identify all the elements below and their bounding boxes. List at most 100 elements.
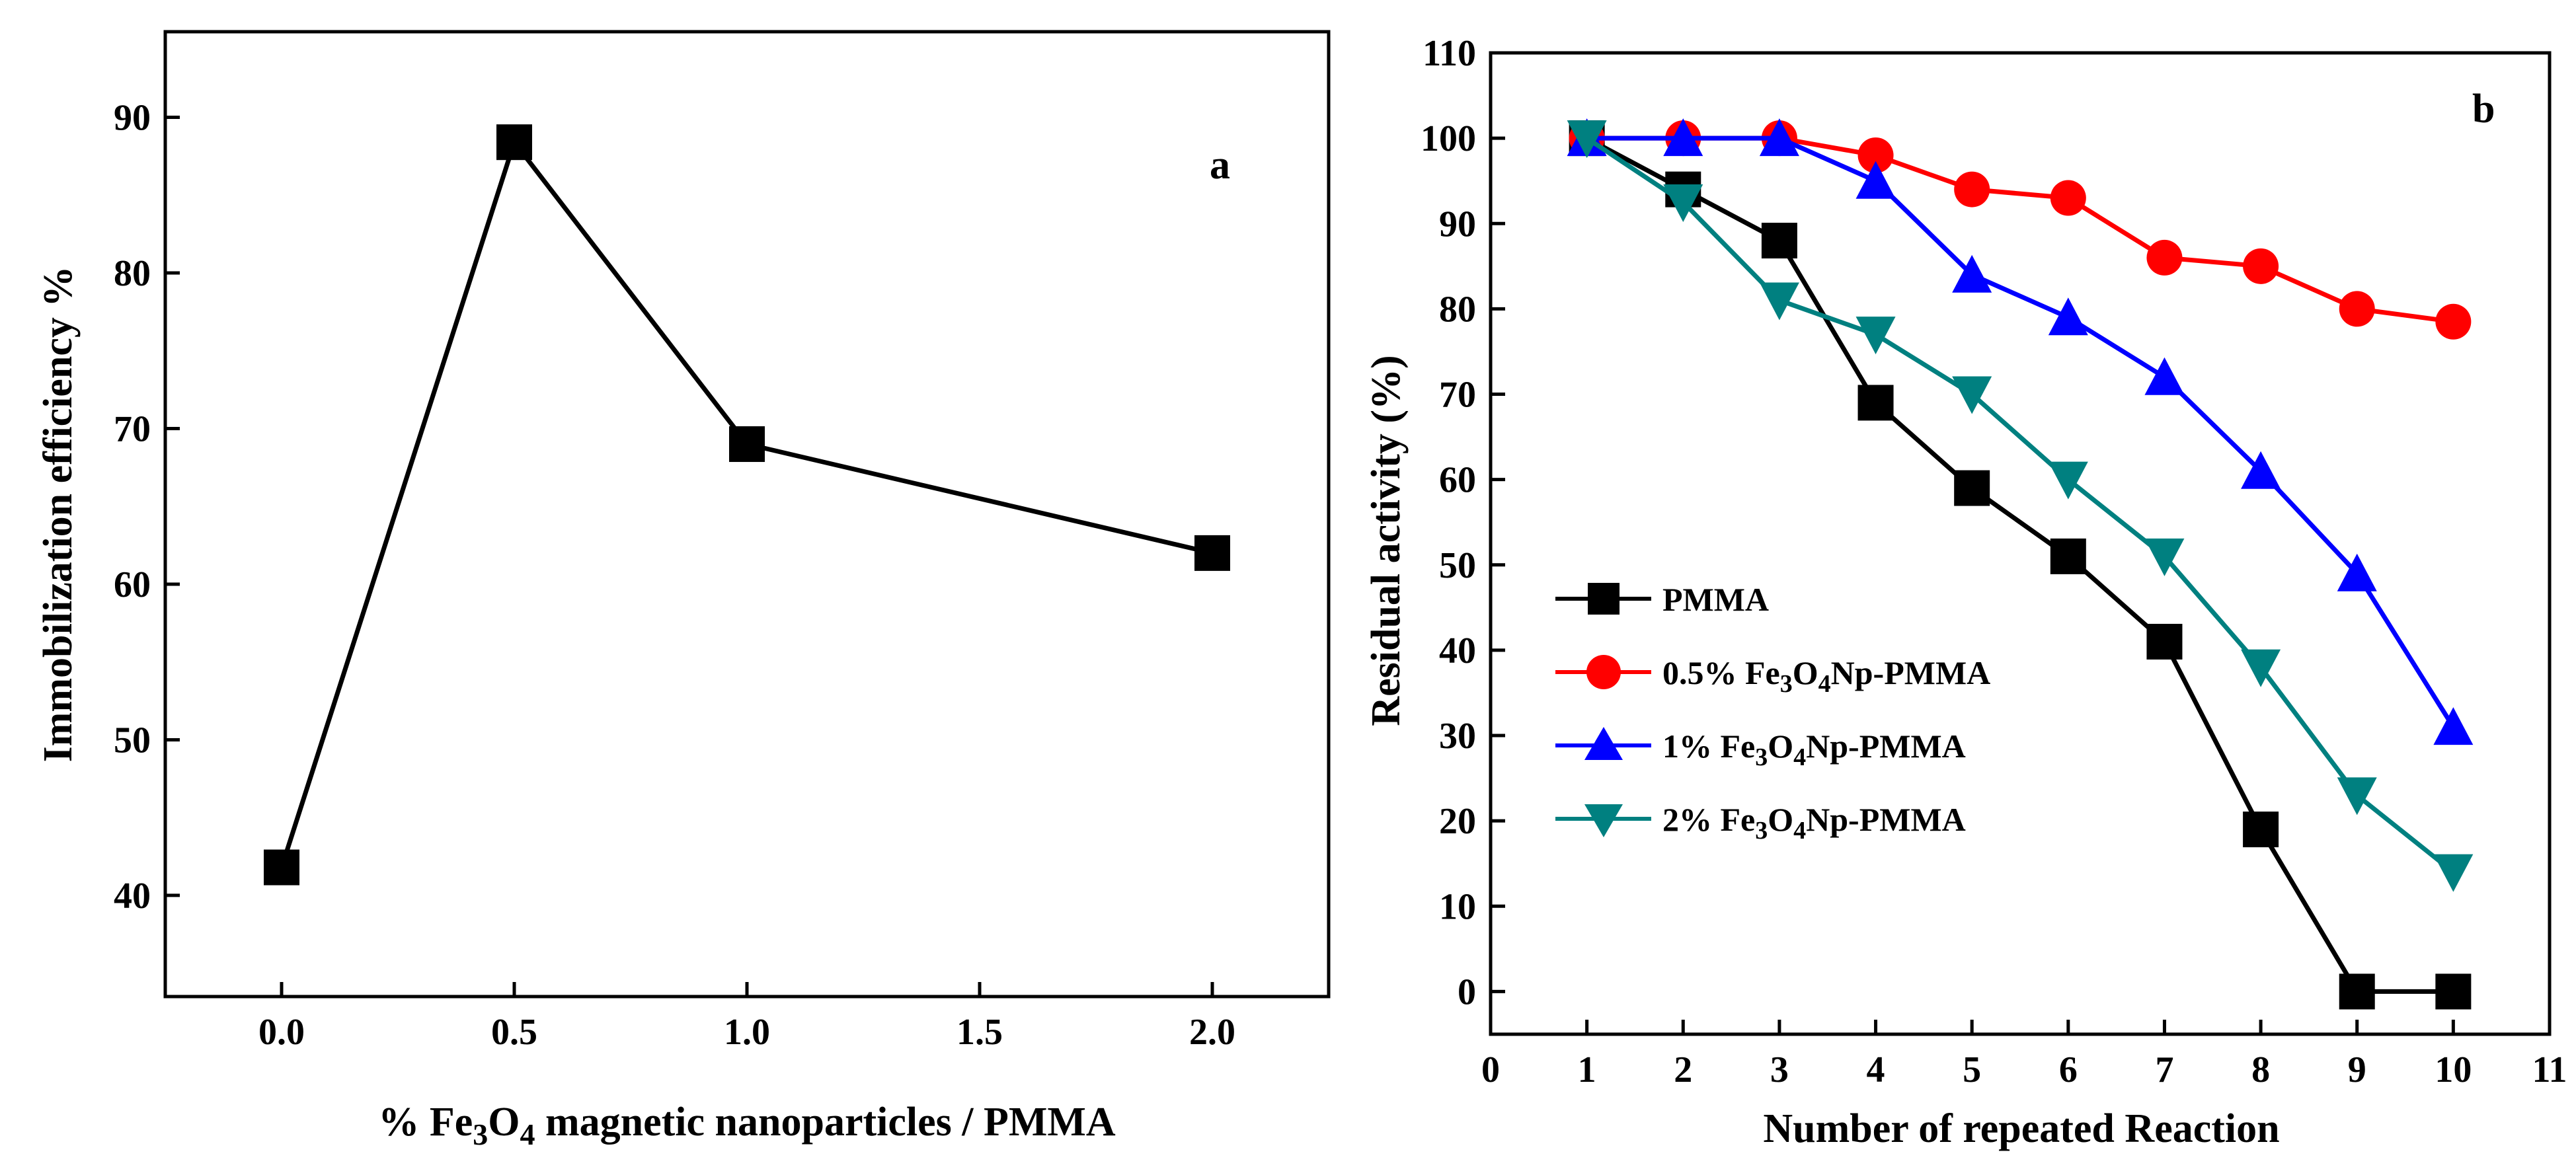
data-point-b-0-5-fe3o4np-pmma bbox=[1954, 171, 1990, 208]
data-point-b-pmma bbox=[2146, 624, 2183, 660]
legend-item-pmma: PMMA bbox=[1555, 581, 1769, 618]
series-group-a bbox=[264, 124, 1230, 886]
legend-label-pmma: PMMA bbox=[1662, 581, 1769, 618]
y-tick-label: 100 bbox=[1421, 118, 1476, 159]
data-point-b-pmma bbox=[1954, 470, 1990, 506]
x-tick-label: 7 bbox=[2155, 1049, 2173, 1090]
data-point-a-series bbox=[264, 849, 299, 886]
data-point-b-2-fe3o4np-pmma bbox=[2241, 649, 2281, 687]
y-tick-label: 50 bbox=[1439, 545, 1476, 586]
x-tick-label: 8 bbox=[2251, 1049, 2270, 1090]
data-point-b-2-fe3o4np-pmma bbox=[2144, 538, 2185, 576]
y-axis-ticks-b: 0 10 20 30 40 50 60 70 80 90 100 110 bbox=[1421, 33, 1505, 1012]
data-point-b-2-fe3o4np-pmma bbox=[2433, 854, 2474, 892]
data-point-b-1-fe3o4np-pmma bbox=[2433, 707, 2474, 745]
y-tick-label: 110 bbox=[1423, 33, 1476, 74]
data-point-b-0-5-fe3o4np-pmma bbox=[2050, 180, 2086, 216]
legend-item-0-5pct: 0.5% Fe3O4Np-PMMA bbox=[1555, 654, 1990, 698]
x-tick-label: 11 bbox=[2532, 1049, 2567, 1090]
data-point-b-2-fe3o4np-pmma bbox=[1759, 282, 1799, 321]
x-tick-label: 2 bbox=[1674, 1049, 1692, 1090]
x-tick-label: 9 bbox=[2348, 1049, 2366, 1090]
x-tick-label: 2.0 bbox=[1189, 1012, 1235, 1053]
data-point-b-2-fe3o4np-pmma bbox=[2337, 777, 2377, 815]
y-axis-ticks-a: 40 50 60 70 80 90 bbox=[114, 98, 180, 917]
panel-label-a: a bbox=[1210, 143, 1230, 188]
data-point-b-1-fe3o4np-pmma bbox=[2337, 553, 2377, 591]
y-tick-label: 20 bbox=[1439, 801, 1476, 842]
y-tick-label: 0 bbox=[1458, 971, 1476, 1012]
y-tick-label: 90 bbox=[1439, 204, 1476, 245]
legend-b: PMMA 0.5% Fe3O4Np-PMMA 1% Fe3O4Np-PMMA 2… bbox=[1555, 581, 1990, 845]
series-line-b-2-fe3o4np-pmma bbox=[1585, 136, 2455, 874]
legend-marker-triangle-up bbox=[1584, 727, 1623, 760]
data-point-b-pmma bbox=[2050, 538, 2086, 574]
panel-label-b: b bbox=[2472, 87, 2495, 132]
y-tick-label: 40 bbox=[114, 876, 151, 917]
x-tick-label: 0 bbox=[1481, 1049, 1500, 1090]
data-point-b-pmma bbox=[2339, 973, 2375, 1010]
x-tick-label: 1.5 bbox=[956, 1012, 1003, 1053]
x-axis-label-b: Number of repeated Reaction bbox=[1763, 1106, 2279, 1151]
series-line-b-1-fe3o4np-pmma bbox=[1586, 135, 2456, 728]
legend-label-0-5pct: 0.5% Fe3O4Np-PMMA bbox=[1662, 654, 1990, 698]
data-point-b-0-5-fe3o4np-pmma bbox=[1857, 137, 1894, 173]
x-tick-label: 10 bbox=[2435, 1049, 2472, 1090]
series-line-b-pmma bbox=[1585, 136, 2454, 994]
data-point-b-1-fe3o4np-pmma bbox=[2144, 357, 2185, 395]
y-tick-label: 40 bbox=[1439, 630, 1476, 671]
y-tick-label: 60 bbox=[1439, 460, 1476, 501]
legend-item-1pct: 1% Fe3O4Np-PMMA bbox=[1555, 727, 1966, 771]
y-tick-label: 50 bbox=[114, 720, 151, 761]
data-point-b-pmma bbox=[1761, 223, 1797, 259]
data-point-b-1-fe3o4np-pmma bbox=[1759, 118, 1799, 157]
y-axis-label-a: Immobilization efficiency % bbox=[36, 266, 81, 763]
legend-marker-circle bbox=[1586, 655, 1621, 689]
data-point-b-1-fe3o4np-pmma bbox=[1952, 254, 1992, 293]
legend-item-2pct: 2% Fe3O4Np-PMMA bbox=[1555, 801, 1966, 845]
legend-marker-triangle-down bbox=[1584, 804, 1623, 837]
legend-label-1pct: 1% Fe3O4Np-PMMA bbox=[1662, 728, 1966, 771]
x-tick-label: 0.0 bbox=[258, 1012, 305, 1053]
data-point-b-1-fe3o4np-pmma bbox=[2241, 451, 2281, 489]
data-point-b-2-fe3o4np-pmma bbox=[1855, 317, 1896, 355]
series-group-b bbox=[1567, 118, 2474, 1010]
plot-frame-b bbox=[1489, 51, 2552, 1036]
x-tick-label: 1 bbox=[1578, 1049, 1596, 1090]
data-point-b-1-fe3o4np-pmma bbox=[2048, 297, 2088, 336]
y-tick-label: 80 bbox=[114, 253, 151, 294]
series-line-a-series bbox=[279, 139, 1213, 868]
legend-label-2pct: 2% Fe3O4Np-PMMA bbox=[1662, 801, 1966, 845]
data-point-b-1-fe3o4np-pmma bbox=[1663, 118, 1703, 157]
y-tick-label: 10 bbox=[1439, 886, 1476, 927]
x-axis-ticks-b: 0 1 2 3 4 5 6 7 8 9 10 11 bbox=[1481, 1020, 2567, 1090]
data-point-b-0-5-fe3o4np-pmma bbox=[2243, 248, 2279, 284]
data-point-b-2-fe3o4np-pmma bbox=[1567, 120, 1607, 159]
data-point-b-2-fe3o4np-pmma bbox=[1952, 376, 1992, 414]
x-tick-label: 4 bbox=[1867, 1049, 1885, 1090]
panel-b: b 0 1 2 3 4 5 6 7 8 9 10 11 0 10 20 30 40 50 60 70 80 90 100 1… bbox=[1364, 33, 2567, 1151]
data-point-b-0-5-fe3o4np-pmma bbox=[2435, 303, 2472, 340]
x-tick-label: 3 bbox=[1770, 1049, 1789, 1090]
data-point-b-pmma bbox=[1857, 385, 1894, 421]
x-tick-label: 5 bbox=[1963, 1049, 1981, 1090]
legend-marker-square bbox=[1588, 583, 1620, 615]
data-point-a-series bbox=[729, 426, 765, 463]
x-tick-label: 6 bbox=[2059, 1049, 2078, 1090]
y-axis-label-b: Residual activity (%) bbox=[1364, 355, 1409, 726]
y-tick-label: 90 bbox=[114, 98, 151, 139]
data-point-b-pmma bbox=[2243, 812, 2279, 848]
x-tick-label: 1.0 bbox=[724, 1012, 770, 1053]
data-point-b-2-fe3o4np-pmma bbox=[2048, 461, 2088, 500]
y-tick-label: 80 bbox=[1439, 289, 1476, 330]
data-point-b-2-fe3o4np-pmma bbox=[1663, 184, 1703, 222]
x-tick-label: 0.5 bbox=[491, 1012, 537, 1053]
y-tick-label: 70 bbox=[1439, 375, 1476, 416]
y-tick-label: 30 bbox=[1439, 716, 1476, 757]
data-point-a-series bbox=[496, 124, 532, 161]
y-tick-label: 60 bbox=[114, 564, 151, 605]
data-point-b-1-fe3o4np-pmma bbox=[1855, 161, 1896, 199]
data-point-b-0-5-fe3o4np-pmma bbox=[2146, 239, 2183, 276]
panel-a: a 0.0 0.5 1.0 1.5 2.0 40 50 60 70 80 90 Immobiliz… bbox=[36, 30, 1331, 1151]
